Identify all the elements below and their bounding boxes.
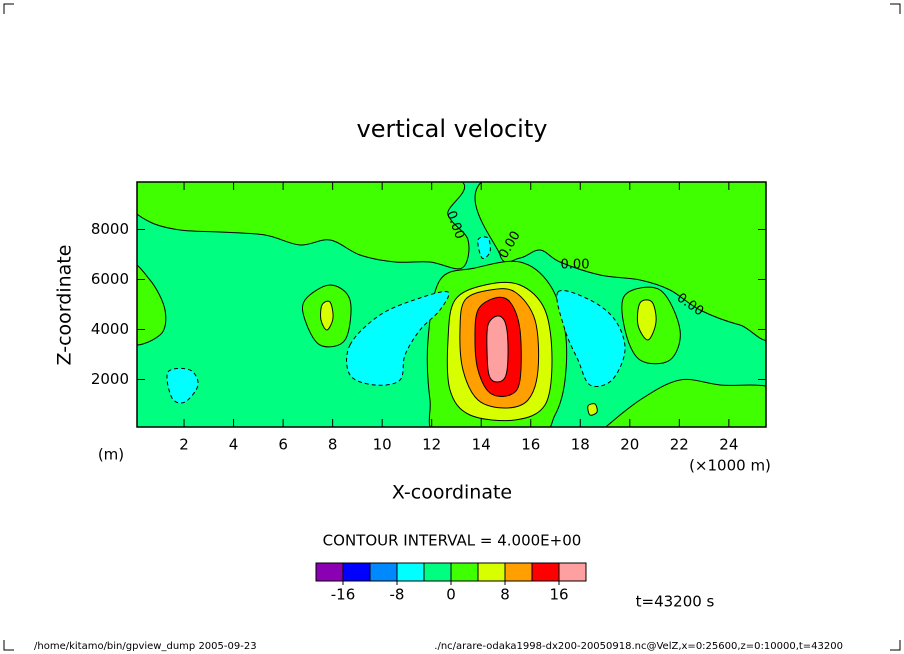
colorbar-cell: [423, 562, 452, 582]
colorbar-cell: [477, 562, 506, 582]
contour-region: [604, 378, 766, 427]
colorbar-cell: [369, 562, 398, 582]
contour-region: [486, 315, 509, 383]
colorbar-cell: [531, 562, 560, 582]
colorbar-cell: [504, 562, 533, 582]
colorbar-tick-label: 16: [549, 586, 568, 604]
colorbar-cell: [315, 562, 344, 582]
contour-region: [587, 403, 598, 416]
plot-area: 0.000.000.000.00: [137, 182, 766, 427]
y-tick-label: 8000: [91, 220, 129, 238]
x-tick-label: 12: [422, 436, 441, 454]
x-tick-label: 10: [373, 436, 392, 454]
x-axis-label: X-coordinate: [392, 482, 512, 504]
colorbar-cell: [450, 562, 479, 582]
colorbar-cell: [396, 562, 425, 582]
x-tick-label: 22: [670, 436, 689, 454]
colorbar-cell: [342, 562, 371, 582]
plot-frame: [136, 181, 767, 428]
chart-title: vertical velocity: [357, 115, 548, 143]
contour-region: [166, 367, 199, 404]
footer-right: ./nc/arare-odaka1998-dx200-20050918.nc@V…: [434, 641, 843, 652]
contour-region: [636, 299, 657, 341]
footer-left: /home/kitamo/bin/gpview_dump 2005-09-23: [34, 641, 257, 652]
contour-label: 0.00: [561, 258, 590, 273]
corner-marks: [3, 3, 901, 651]
y-unit: (m): [98, 446, 124, 464]
colorbar-cell: [558, 562, 587, 582]
x-tick-label: 2: [179, 436, 189, 454]
contour-region: [137, 264, 167, 346]
x-tick-label: 6: [278, 436, 288, 454]
colorbar-tick-label: 0: [446, 586, 456, 604]
contour-interval: CONTOUR INTERVAL = 4.000E+00: [323, 532, 582, 550]
x-tick-label: 14: [472, 436, 491, 454]
contour-region: [137, 182, 470, 270]
contour-region: [477, 236, 491, 259]
contour-region: [346, 291, 450, 386]
x-tick-label: 20: [620, 436, 639, 454]
colorbar-tick-label: -16: [331, 586, 356, 604]
contour-region: [556, 289, 626, 387]
x-tick-label: 16: [521, 436, 540, 454]
contour-region: [320, 300, 334, 331]
colorbar-tick-label: 8: [500, 586, 510, 604]
colorbar-tick-label: -8: [390, 586, 405, 604]
contour-region: [474, 182, 766, 342]
x-tick-label: 4: [229, 436, 239, 454]
y-tick-label: 4000: [91, 320, 129, 338]
y-axis-label: Z-coordinate: [54, 245, 76, 366]
time-label: t=43200 s: [636, 593, 715, 611]
y-tick-label: 2000: [91, 370, 129, 388]
x-unit: (×1000 m): [689, 457, 771, 475]
x-tick-label: 24: [719, 436, 738, 454]
y-tick-label: 6000: [91, 270, 129, 288]
x-tick-label: 8: [328, 436, 338, 454]
x-tick-label: 18: [571, 436, 590, 454]
